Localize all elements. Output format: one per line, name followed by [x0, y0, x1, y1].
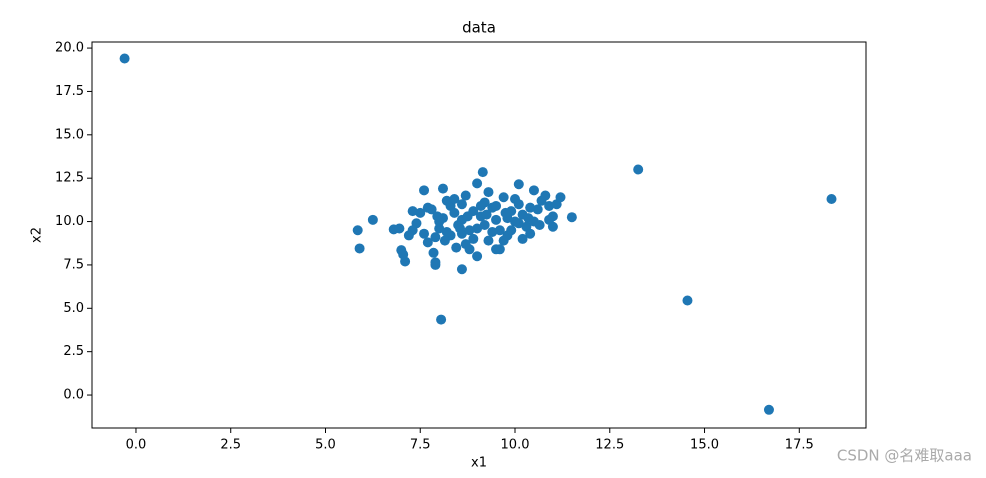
point — [472, 251, 483, 262]
point — [119, 53, 130, 64]
point — [491, 244, 502, 255]
x-tick-label: 0.0 — [126, 438, 147, 453]
point — [498, 192, 509, 203]
y-tick-label: 20.0 — [55, 41, 84, 56]
point — [398, 249, 409, 260]
point — [523, 213, 534, 224]
x-tick-label: 12.5 — [595, 438, 624, 453]
point — [540, 190, 551, 201]
point — [441, 226, 452, 237]
point — [483, 187, 494, 198]
x-tick-label: 10.0 — [501, 438, 530, 453]
y-tick-label: 12.5 — [55, 171, 84, 186]
point — [394, 223, 405, 234]
point — [422, 237, 433, 248]
point — [354, 243, 365, 254]
point — [479, 220, 490, 231]
point — [555, 192, 566, 203]
point — [439, 235, 450, 246]
point — [455, 223, 466, 234]
point — [525, 228, 536, 239]
y-tick-label: 17.5 — [55, 84, 84, 99]
point — [534, 220, 545, 231]
point — [462, 211, 473, 222]
point — [403, 230, 414, 241]
point — [460, 190, 471, 201]
point — [449, 207, 460, 218]
point — [419, 185, 430, 196]
x-tick-label: 17.5 — [785, 438, 814, 453]
point — [491, 214, 502, 225]
point — [477, 167, 488, 178]
point — [528, 185, 539, 196]
point — [456, 199, 467, 210]
point — [472, 178, 483, 189]
point — [407, 206, 418, 217]
y-tick-label: 2.5 — [63, 344, 84, 359]
y-tick-label: 15.0 — [55, 127, 84, 142]
point — [487, 226, 498, 237]
plot-frame — [91, 41, 867, 429]
point — [510, 216, 521, 227]
point — [428, 247, 439, 258]
y-tick-label: 5.0 — [63, 301, 84, 316]
point — [483, 235, 494, 246]
point — [415, 207, 426, 218]
x-tick-label: 15.0 — [690, 438, 719, 453]
y-tick-label: 7.5 — [63, 257, 84, 272]
point — [525, 202, 536, 213]
point — [633, 164, 644, 175]
point — [468, 233, 479, 244]
point — [494, 225, 505, 236]
point — [491, 200, 502, 211]
point — [481, 209, 492, 220]
point — [436, 314, 447, 325]
point — [475, 200, 486, 211]
point — [472, 223, 483, 234]
y-tick-label: 10.0 — [55, 214, 84, 229]
point — [430, 257, 441, 268]
point — [682, 295, 693, 306]
point — [517, 233, 528, 244]
point — [500, 207, 511, 218]
y-axis-label: x2 — [30, 227, 45, 243]
point — [367, 214, 378, 225]
point — [426, 204, 437, 215]
x-axis-label: x1 — [471, 456, 487, 471]
point — [464, 244, 475, 255]
point — [513, 199, 524, 210]
point — [513, 179, 524, 190]
y-tick-label: 0.0 — [63, 388, 84, 403]
point — [544, 200, 555, 211]
point — [826, 194, 837, 205]
point — [432, 211, 443, 222]
point — [566, 212, 577, 223]
point — [763, 404, 774, 415]
point — [352, 225, 363, 236]
point — [434, 223, 445, 234]
watermark: CSDN @名难取aaa — [837, 447, 972, 465]
x-tick-label: 5.0 — [315, 438, 336, 453]
point — [532, 204, 543, 215]
point — [544, 214, 555, 225]
point — [451, 242, 462, 253]
chart-title: data — [462, 19, 496, 37]
point — [456, 264, 467, 275]
x-tick-label: 2.5 — [220, 438, 241, 453]
point — [464, 225, 475, 236]
point — [419, 228, 430, 239]
x-tick-label: 7.5 — [410, 438, 431, 453]
point — [437, 183, 448, 194]
point — [430, 232, 441, 243]
point — [449, 194, 460, 205]
point — [506, 225, 517, 236]
